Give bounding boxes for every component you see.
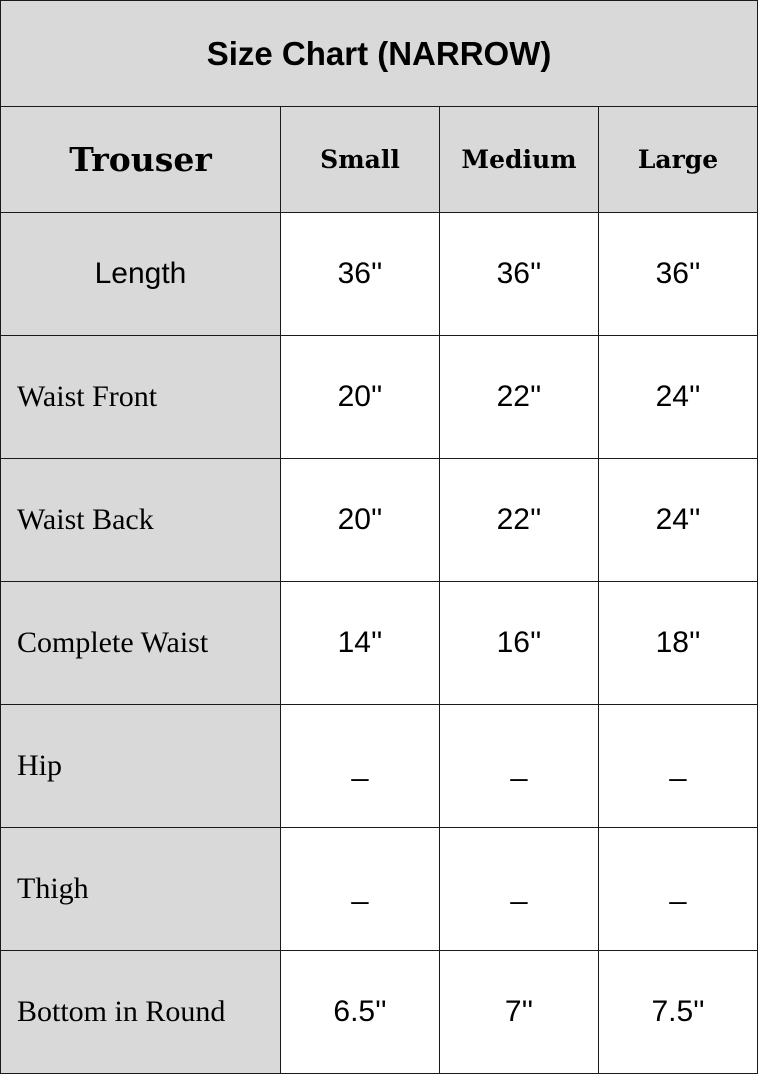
cell-small: 6.5'' — [280, 950, 440, 1074]
row-label: Length — [0, 212, 281, 336]
cell-medium: _ — [439, 827, 599, 951]
cell-medium: 22'' — [439, 335, 599, 459]
cell-medium: 22'' — [439, 458, 599, 582]
cell-large: _ — [597, 827, 758, 951]
row-label: Bottom in Round — [0, 950, 281, 1074]
cell-small: _ — [280, 827, 440, 951]
header-row: Trouser Small Medium Large — [0, 106, 758, 213]
cell-medium: 7'' — [439, 950, 599, 1074]
cell-large: 36'' — [597, 212, 758, 336]
cell-medium: 16'' — [439, 581, 599, 705]
header-trouser: Trouser — [0, 106, 281, 213]
header-medium: Medium — [439, 106, 599, 213]
table-row: Waist Front 20'' 22'' 24'' — [0, 335, 758, 459]
row-label: Thigh — [0, 827, 281, 951]
cell-large: _ — [597, 704, 758, 828]
row-label: Waist Front — [0, 335, 281, 459]
cell-medium: 36'' — [439, 212, 599, 336]
cell-small: 20'' — [280, 335, 440, 459]
header-small: Small — [280, 106, 440, 213]
cell-large: 18'' — [597, 581, 758, 705]
row-label: Hip — [0, 704, 281, 828]
table-title: Size Chart (NARROW) — [0, 0, 758, 107]
row-label: Waist Back — [0, 458, 281, 582]
cell-small: 14'' — [280, 581, 440, 705]
table-row: Length 36'' 36'' 36'' — [0, 212, 758, 336]
row-label: Complete Waist — [0, 581, 281, 705]
table-row: Thigh _ _ _ — [0, 827, 758, 951]
cell-small: _ — [280, 704, 440, 828]
cell-small: 20'' — [280, 458, 440, 582]
cell-large: 24'' — [597, 335, 758, 459]
header-large: Large — [597, 106, 758, 213]
table-row: Hip _ _ _ — [0, 704, 758, 828]
cell-large: 7.5'' — [597, 950, 758, 1074]
table-row: Bottom in Round 6.5'' 7'' 7.5'' — [0, 950, 758, 1074]
table-row: Complete Waist 14'' 16'' 18'' — [0, 581, 758, 705]
cell-small: 36'' — [280, 212, 440, 336]
table-row: Waist Back 20'' 22'' 24'' — [0, 458, 758, 582]
cell-medium: _ — [439, 704, 599, 828]
cell-large: 24'' — [597, 458, 758, 582]
